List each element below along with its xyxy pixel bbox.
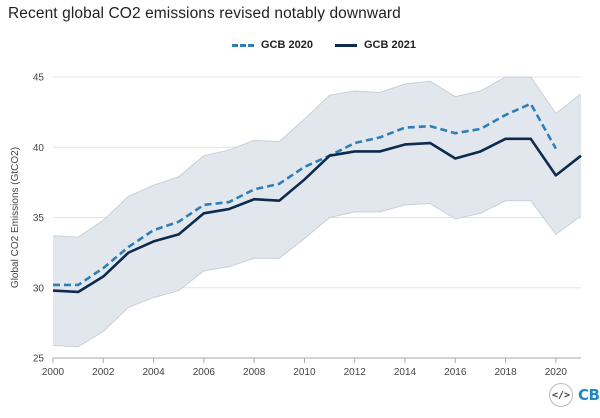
legend-item-gcb-2021: GCB 2021 [334,39,416,51]
y-tick-label-25: 25 [33,354,45,365]
x-tick-label-2012: 2012 [344,367,367,378]
x-tick-label-2002: 2002 [92,367,115,378]
legend-label-gcb-2021: GCB 2021 [363,39,416,51]
x-tick-label-2018: 2018 [494,367,517,378]
legend-item-gcb-2020: GCB 2020 [232,39,313,51]
x-tick-label-2010: 2010 [293,367,316,378]
y-tick-label-45: 45 [33,73,45,84]
legend-swatch-solid [334,43,357,47]
y-tick-label-35: 35 [33,213,45,224]
uncertainty-band-lower-edge [52,200,582,348]
chart-title: Recent global CO2 emissions revised nota… [8,5,401,22]
legend: GCB 2020 GCB 2021 [232,39,416,51]
x-tick-label-2000: 2000 [42,367,65,378]
x-tick-label-2014: 2014 [394,367,417,378]
x-tick-label-2020: 2020 [545,367,568,378]
y-tick-label-40: 40 [33,143,45,154]
legend-label-gcb-2020: GCB 2020 [261,39,313,51]
uncertainty-band-upper-edge [52,76,582,238]
x-tick-label-2006: 2006 [193,367,216,378]
y-tick-label-30: 30 [33,283,45,294]
x-tick-label-2008: 2008 [243,367,266,378]
uncertainty-band [53,77,581,347]
series-line-gcb-2021 [52,137,582,294]
y-axis-label: Global CO2 Emissions (GtCO2) [10,147,21,288]
branding: </> CB [549,383,600,407]
legend-swatch-dashed [232,43,254,47]
x-tick-label-2016: 2016 [444,367,467,378]
x-tick-label-2004: 2004 [142,367,165,378]
carbon-brief-logo: CB [578,386,600,404]
embed-code-icon[interactable]: </> [549,383,573,407]
